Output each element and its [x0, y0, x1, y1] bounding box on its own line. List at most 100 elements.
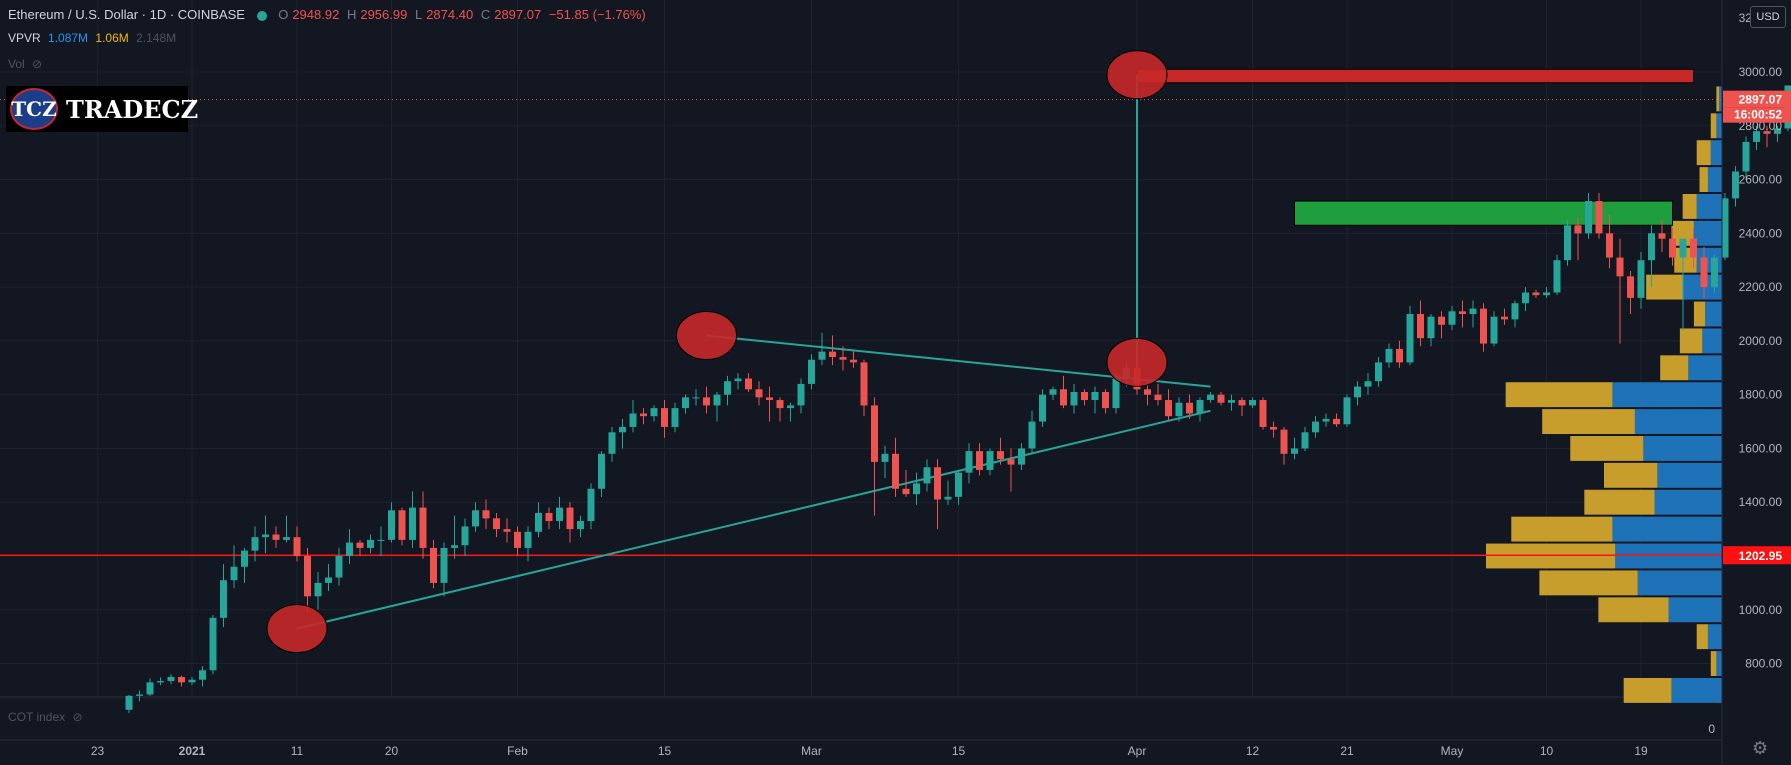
gear-icon[interactable]: ⚙	[1752, 738, 1769, 758]
candle-down	[1438, 316, 1445, 325]
candle-down	[482, 510, 490, 519]
candle-up	[241, 550, 248, 567]
high-value: 2956.99	[360, 7, 408, 22]
candle-up	[367, 539, 374, 548]
volume-profile-down-bar	[1604, 462, 1658, 488]
volume-profile-up-bar	[1719, 86, 1722, 112]
candle-up	[1490, 316, 1498, 344]
x-tick-label: 15	[658, 744, 672, 758]
volume-profile-down-bar	[1716, 86, 1720, 112]
candle-up	[598, 453, 605, 489]
x-tick-label: 23	[91, 744, 105, 758]
candle-down	[1763, 131, 1771, 134]
candle-up	[1112, 378, 1120, 409]
candle-up	[335, 556, 343, 578]
candle-up	[1448, 311, 1456, 325]
currency-button[interactable]: USD	[1750, 6, 1786, 28]
candle-up	[944, 496, 952, 500]
candle-up	[818, 351, 826, 360]
candle-down	[661, 408, 668, 427]
candle-up	[1385, 348, 1393, 363]
candle-up	[1291, 448, 1298, 454]
candle-up	[1522, 292, 1529, 304]
candle-up	[1322, 418, 1330, 422]
candle-up	[1312, 421, 1319, 433]
volume-legend[interactable]: Vol ⊘	[8, 57, 43, 71]
candle-up	[1742, 141, 1750, 172]
candle-up	[1375, 362, 1382, 382]
x-tick-label: May	[1441, 744, 1464, 758]
candle-up	[472, 510, 479, 527]
candle-down	[892, 453, 899, 489]
highlight-marker	[676, 311, 737, 361]
candle-up	[986, 451, 994, 470]
candle-up	[167, 677, 175, 682]
logo-badge: TCZ	[10, 88, 58, 130]
x-tick-label: 15	[952, 744, 966, 758]
candle-down	[1700, 257, 1708, 288]
volume-profile-up-bar	[1707, 167, 1722, 192]
candle-down	[1574, 225, 1582, 234]
volume-profile-up-bar	[1696, 194, 1722, 219]
y-tick-label: 1800.00	[1739, 388, 1783, 402]
candle-up	[440, 547, 448, 583]
candle-down	[272, 534, 280, 540]
candle-up	[524, 531, 532, 548]
volume-profile-down-bar	[1693, 301, 1706, 327]
candle-down	[1690, 238, 1697, 258]
candle-up	[1511, 303, 1519, 320]
close-value: 2897.07	[494, 7, 542, 22]
candle-up	[787, 405, 794, 409]
cot-legend[interactable]: COT index ⊘	[8, 710, 83, 724]
candle-up	[1091, 391, 1099, 401]
candle-up	[881, 453, 889, 462]
candle-down	[1532, 292, 1540, 296]
last-price-tag	[1723, 90, 1791, 108]
candle-up	[125, 695, 133, 710]
green-zone	[1294, 200, 1673, 226]
x-tick-label: 21	[1340, 744, 1354, 758]
candle-down	[860, 362, 868, 406]
candle-down	[1669, 238, 1676, 258]
volume-profile-up-bar	[1643, 436, 1722, 461]
candle-down	[430, 547, 437, 583]
eye-icon[interactable]	[256, 10, 267, 21]
candle-up	[1553, 260, 1561, 293]
volume-profile	[1486, 86, 1722, 703]
candle-up	[451, 545, 458, 548]
candle-up	[923, 467, 931, 484]
cot-zero-label: 0	[1708, 722, 1715, 736]
vpvr-legend[interactable]: VPVR 1.087M 1.06M 2.148M	[8, 31, 177, 45]
line-price-tag	[1723, 546, 1791, 565]
candle-down	[1007, 459, 1015, 465]
volume-profile-down-bar	[1710, 651, 1717, 676]
candle-down	[514, 531, 521, 548]
candle-up	[461, 526, 469, 546]
volume-profile-down-bar	[1539, 570, 1638, 596]
candle-up	[251, 537, 259, 551]
symbol-title[interactable]: Ethereum / U.S. Dollar · 1D · COINBASE	[8, 7, 245, 22]
y-tick-label: 2200.00	[1739, 280, 1783, 294]
candle-down	[829, 351, 836, 358]
candle-up	[199, 670, 206, 680]
candle-up	[230, 566, 238, 581]
y-tick-label: 1600.00	[1739, 441, 1783, 455]
volume-profile-down-bar	[1598, 597, 1669, 623]
candle-up	[188, 679, 196, 683]
candle-up	[1028, 421, 1036, 449]
x-tick-label: Apr	[1128, 744, 1147, 758]
candle-down	[997, 451, 1004, 460]
candle-up	[1679, 238, 1687, 258]
hidden-eye-icon[interactable]: ⊘	[72, 710, 83, 724]
candle-down	[1102, 391, 1109, 409]
hidden-eye-icon[interactable]: ⊘	[32, 57, 43, 71]
tradecz-logo: TCZ TRADECZ	[6, 86, 198, 132]
drawings-front	[266, 50, 1168, 654]
volume-profile-down-bar	[1660, 355, 1689, 381]
highlight-marker	[1106, 50, 1168, 100]
candle-down	[1501, 316, 1508, 320]
volume-profile-up-bar	[1716, 651, 1722, 676]
ohlc-legend: Ethereum / U.S. Dollar · 1D · COINBASE O…	[8, 7, 646, 22]
